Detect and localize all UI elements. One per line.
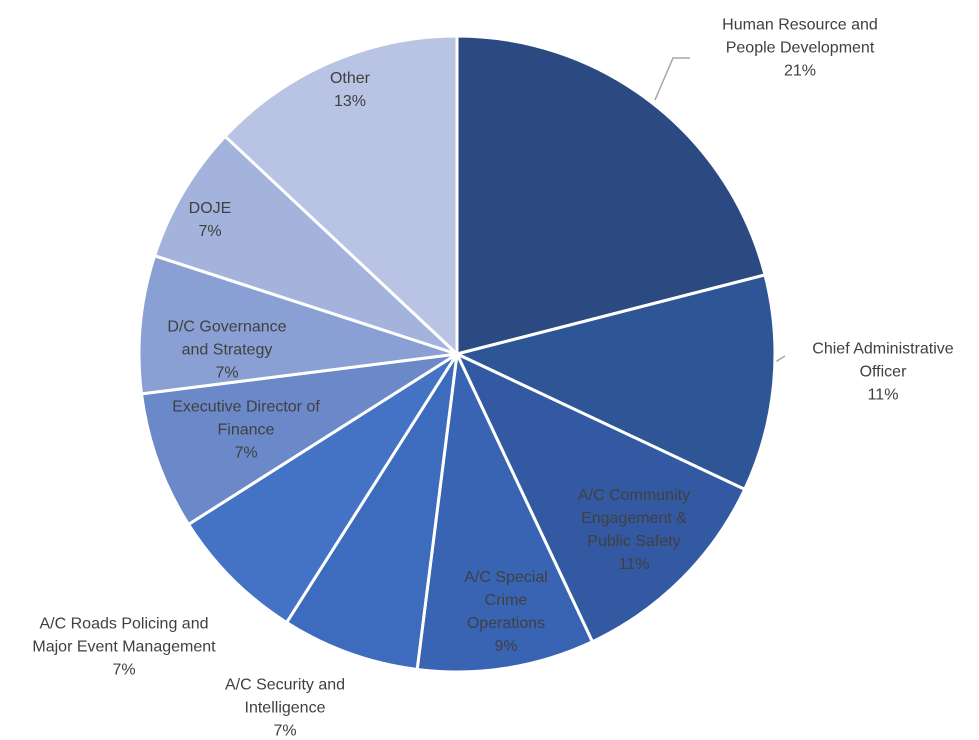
pie-slice [152, 134, 459, 356]
percent-label: 11% [867, 386, 899, 404]
category-label: Executive Director of Finance [172, 398, 320, 439]
pie-slice [139, 352, 458, 527]
pie-slice [186, 352, 459, 625]
slice-label: A/C Roads Policing and Major Event Manag… [29, 613, 219, 682]
leader-line [654, 57, 690, 101]
slice-label: A/C Community Engagement & Public Safety… [569, 484, 699, 576]
pie-slice [223, 34, 459, 358]
slice-label: DOJE 7% [180, 197, 240, 243]
pie-slice [453, 350, 747, 644]
slice-label: Executive Director of Finance 7% [151, 396, 341, 465]
category-label: Human Resource and People Development [722, 16, 878, 57]
slice-label: Chief Administrative Officer 11% [788, 338, 978, 407]
percent-label: 11% [618, 556, 650, 573]
percent-label: 7% [273, 722, 297, 740]
category-label: Other [329, 70, 370, 87]
slice-label: Human Resource and People Development 21% [700, 14, 900, 83]
category-label: Chief Administrative Officer [812, 340, 954, 381]
percent-label: 9% [494, 638, 518, 655]
category-label: A/C Community Engagement & Public Safety [577, 487, 691, 550]
category-label: A/C Security and Intelligence [224, 676, 346, 717]
pie-slice [452, 273, 777, 492]
percent-label: 13% [333, 93, 367, 110]
pie-slice [137, 253, 458, 396]
category-label: A/C Special Crime Operations [464, 569, 548, 632]
percent-label: 7% [112, 661, 136, 679]
slice-label: Other 13% [310, 67, 390, 113]
percent-label: 7% [215, 364, 239, 382]
percent-label: 7% [234, 444, 258, 462]
pie-slice [455, 34, 767, 356]
slice-label: D/C Governance and Strategy 7% [162, 316, 292, 385]
slice-label: A/C Security and Intelligence 7% [210, 674, 360, 740]
percent-label: 21% [783, 62, 817, 80]
category-label: DOJE [188, 200, 232, 217]
slice-label: A/C Special Crime Operations 9% [456, 566, 556, 658]
pie-slice [284, 353, 459, 672]
percent-label: 7% [198, 223, 222, 240]
pie-slice [415, 348, 595, 674]
category-label: A/C Roads Policing and Major Event Manag… [32, 615, 216, 656]
category-label: D/C Governance and Strategy [167, 318, 287, 359]
